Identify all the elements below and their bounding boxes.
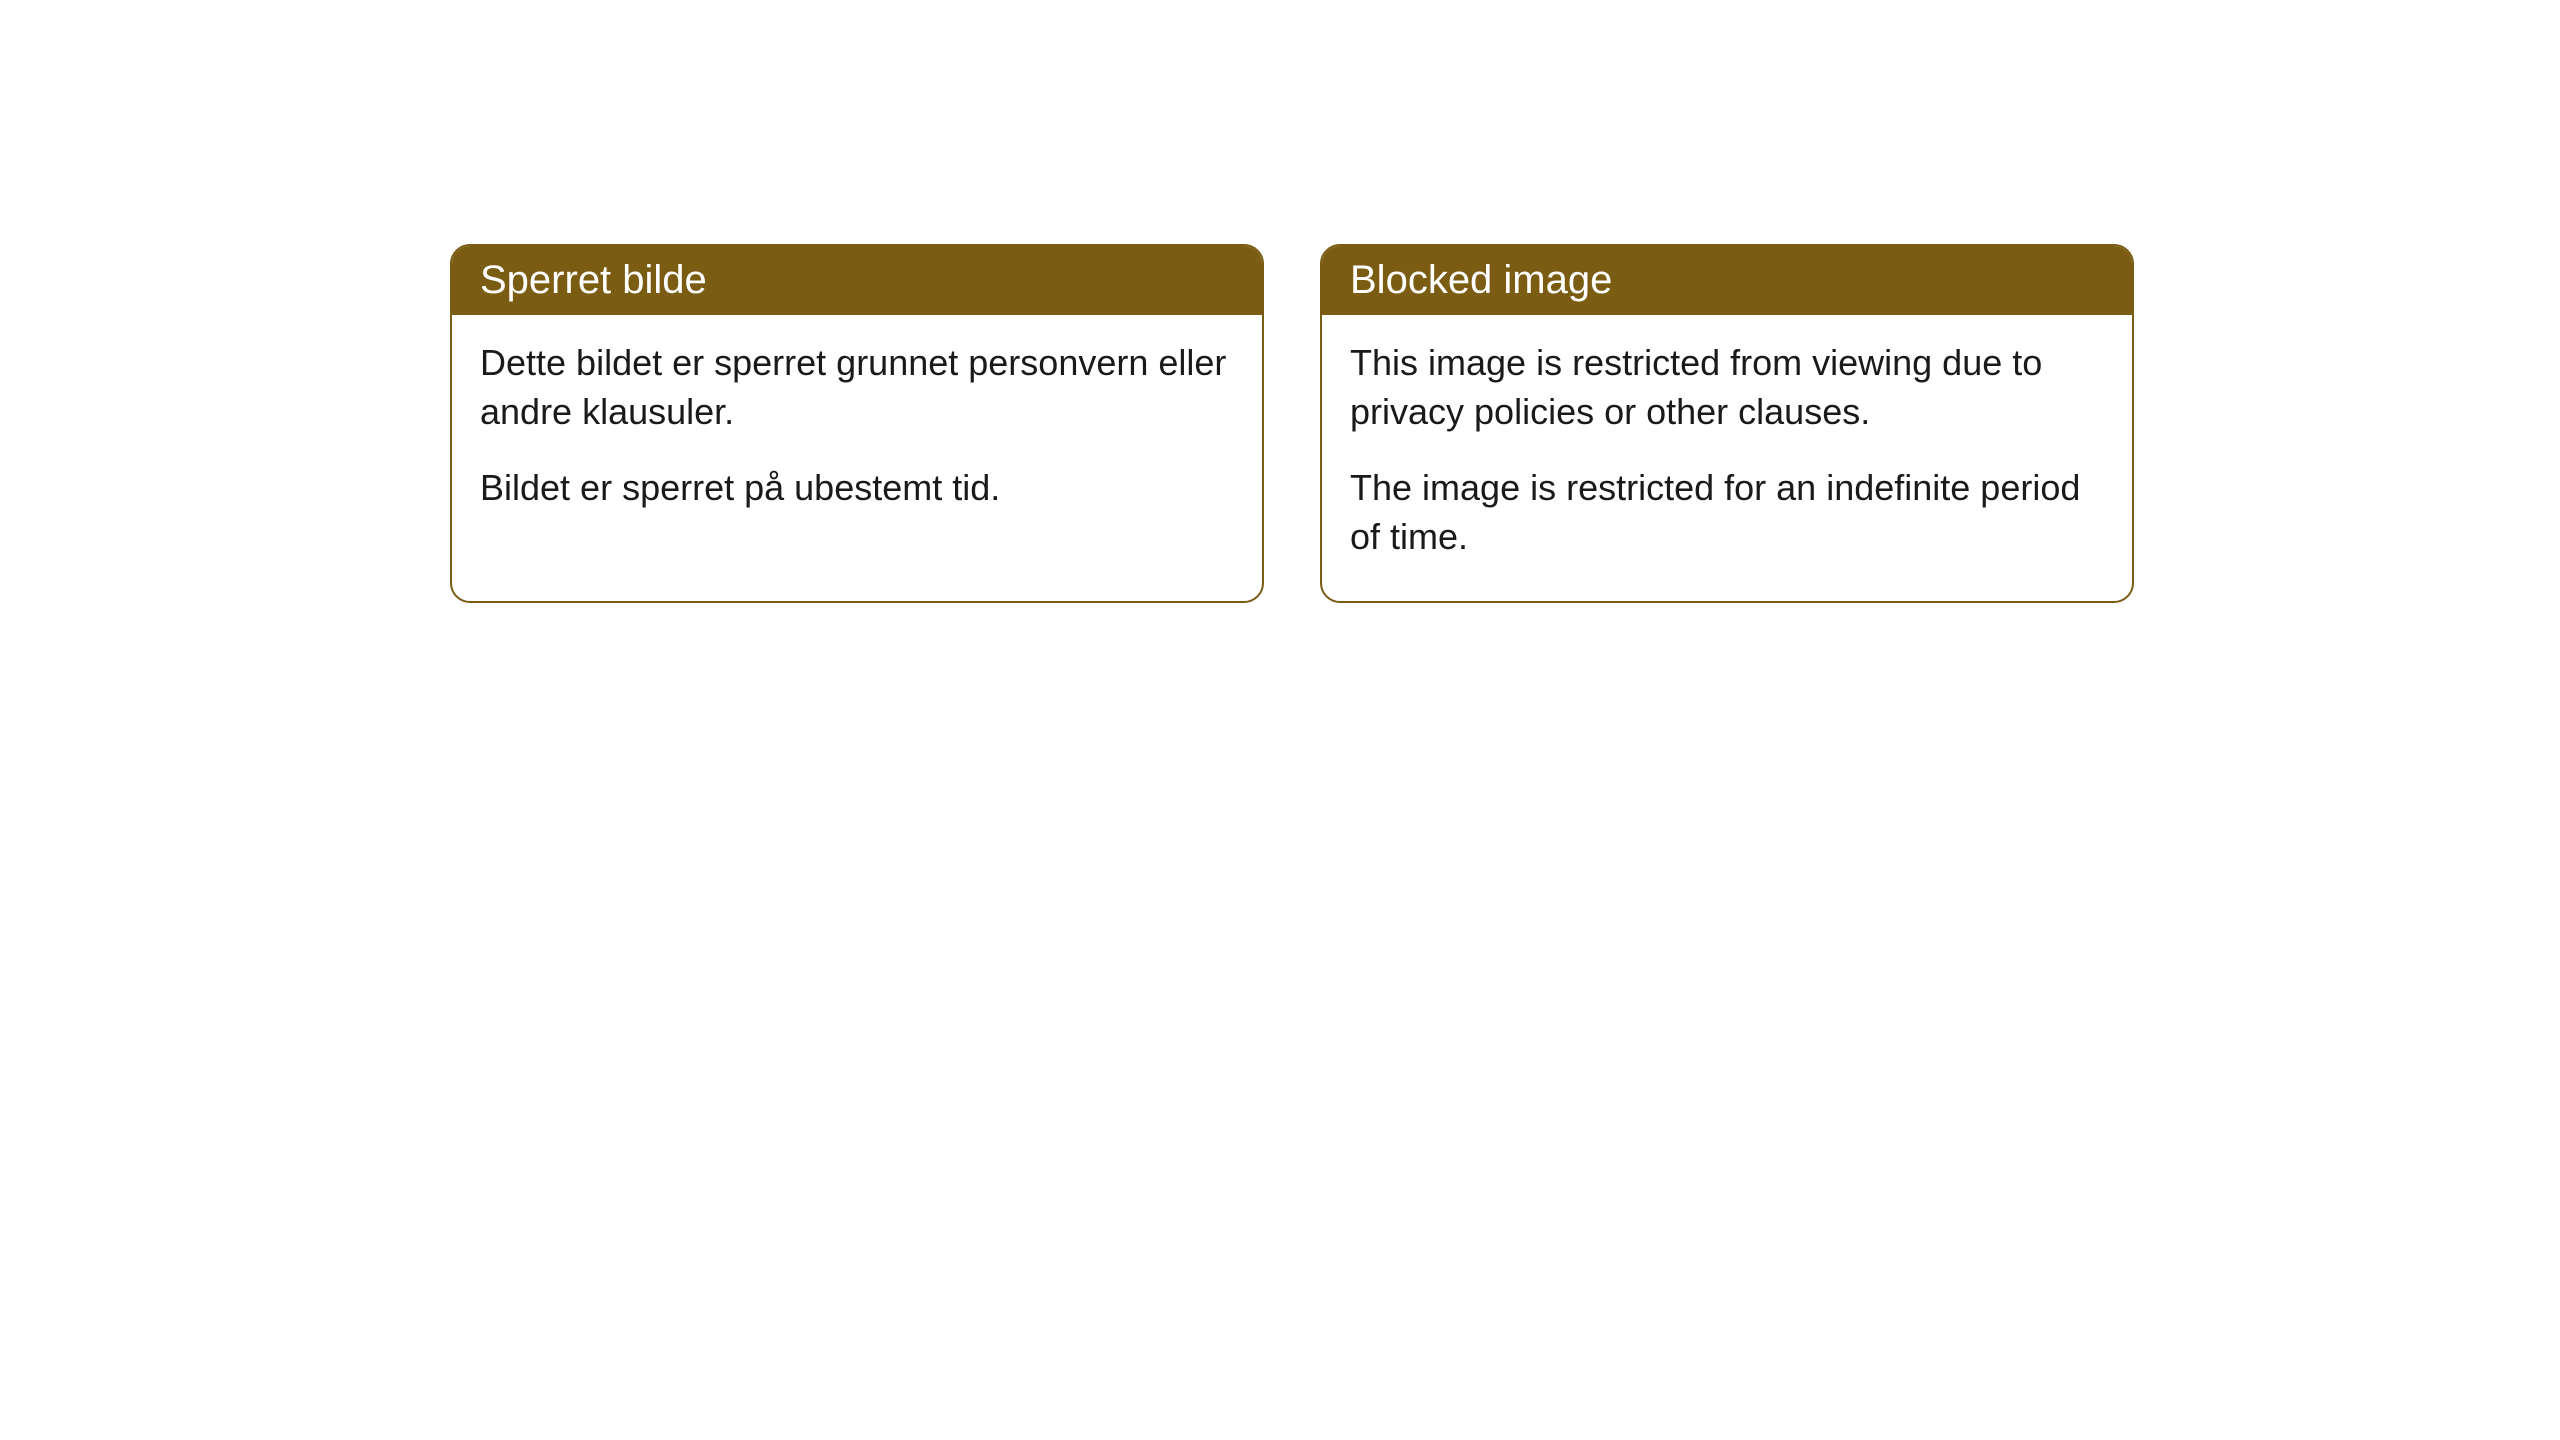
card-body-norwegian: Dette bildet er sperret grunnet personve…	[452, 315, 1262, 553]
card-title: Sperret bilde	[480, 258, 707, 302]
card-text-line-2: Bildet er sperret på ubestemt tid.	[480, 464, 1234, 513]
card-text-line-1: This image is restricted from viewing du…	[1350, 339, 2104, 436]
card-title: Blocked image	[1350, 258, 1612, 302]
card-header-norwegian: Sperret bilde	[452, 246, 1262, 315]
notice-card-norwegian: Sperret bilde Dette bildet er sperret gr…	[450, 244, 1264, 603]
notice-card-english: Blocked image This image is restricted f…	[1320, 244, 2134, 603]
card-header-english: Blocked image	[1322, 246, 2132, 315]
card-text-line-1: Dette bildet er sperret grunnet personve…	[480, 339, 1234, 436]
card-text-line-2: The image is restricted for an indefinit…	[1350, 464, 2104, 561]
card-body-english: This image is restricted from viewing du…	[1322, 315, 2132, 601]
notice-cards-container: Sperret bilde Dette bildet er sperret gr…	[450, 244, 2134, 603]
